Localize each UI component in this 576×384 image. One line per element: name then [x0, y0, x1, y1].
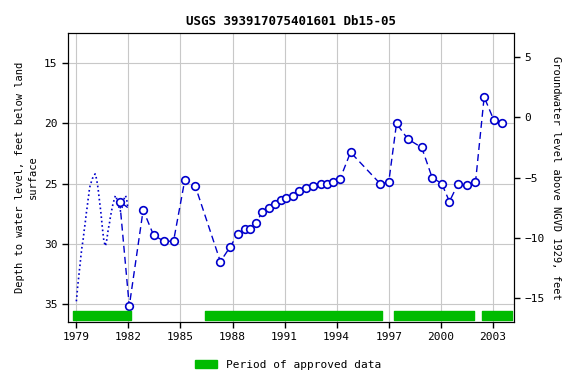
Y-axis label: Groundwater level above NGVD 1929, feet: Groundwater level above NGVD 1929, feet: [551, 56, 561, 300]
Title: USGS 393917075401601 Db15-05: USGS 393917075401601 Db15-05: [185, 15, 396, 28]
Y-axis label: Depth to water level, feet below land
surface: Depth to water level, feet below land su…: [15, 62, 38, 293]
Legend: Period of approved data: Period of approved data: [191, 356, 385, 375]
